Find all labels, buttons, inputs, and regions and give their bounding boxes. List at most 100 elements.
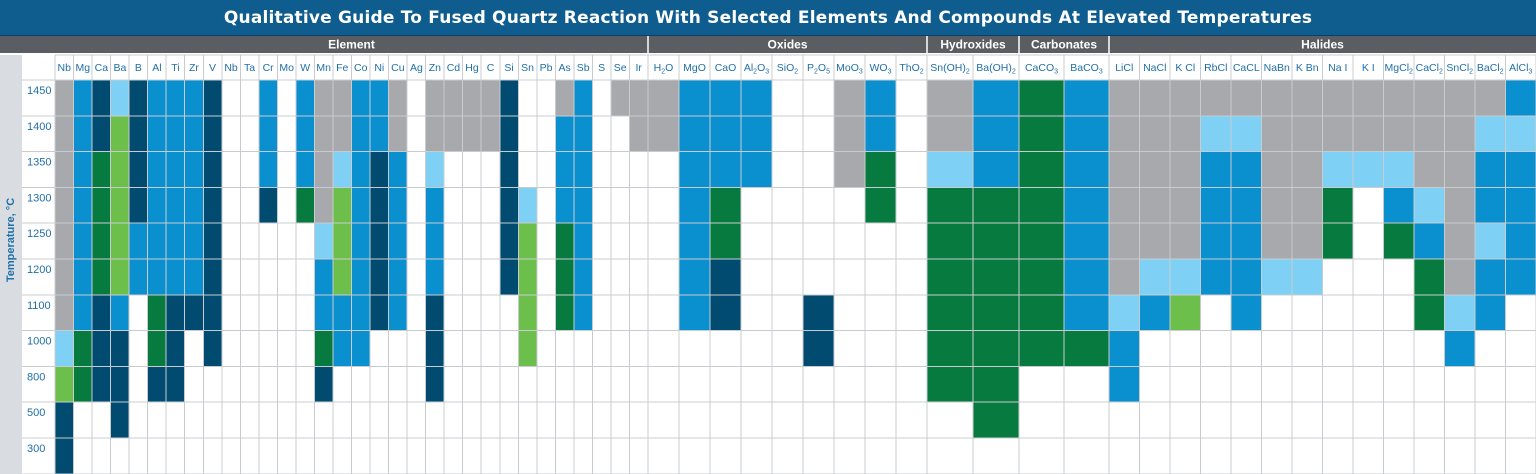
- cell-1100-C: [481, 294, 500, 331]
- cell-1250-Ca: [92, 223, 111, 259]
- cell-300-Ni: [370, 438, 389, 474]
- cell-1450-K Cl: [1170, 80, 1201, 116]
- group-header-corner: [0, 36, 55, 53]
- cell-500-CaO: [710, 402, 741, 438]
- cell-1450-NaCl: [1139, 80, 1170, 116]
- cell-300-K Bn: [1292, 438, 1323, 474]
- cell-1450-Cd: [444, 80, 463, 116]
- cell-500-K I: [1353, 402, 1384, 438]
- cell-800-CaCO3: [1019, 366, 1064, 403]
- cell-1100-Si: [499, 294, 519, 331]
- cell-1250-Nb: [221, 223, 241, 259]
- cell-500-LiCl: [1109, 402, 1140, 438]
- cell-1250-Al: [147, 223, 167, 259]
- cell-1200-NaCl: [1139, 259, 1170, 295]
- cell-1100-Pb: [536, 294, 556, 331]
- cell-500-NaCl: [1139, 402, 1170, 438]
- cell-1200-CaCl2: [1414, 259, 1445, 295]
- group-label-element: Element: [328, 38, 375, 52]
- cell-500-Mg: [73, 402, 93, 438]
- cell-800-W: [295, 366, 315, 403]
- cell-1400-ThO2: [896, 115, 927, 152]
- cell-1200-Mn: [314, 259, 333, 295]
- column-label: H2O: [654, 62, 674, 76]
- cell-1200-Ta: [240, 259, 259, 295]
- cell-1350-Co: [351, 151, 371, 188]
- column-label: Ti: [171, 62, 179, 74]
- cell-500-K Cl: [1170, 402, 1201, 438]
- cell-1400-Cu: [388, 115, 408, 152]
- column-label: C: [487, 62, 495, 74]
- column-label: P2O5: [807, 62, 830, 76]
- cell-800-Cr: [258, 366, 278, 403]
- cell-1250-SnCl2: [1444, 223, 1475, 259]
- cell-300-Co: [351, 438, 371, 474]
- cell-1250-Ta: [240, 223, 259, 259]
- cell-500-B: [129, 402, 148, 438]
- cell-1450-CaCl2: [1414, 80, 1445, 116]
- cell-1100-Cu: [388, 294, 408, 331]
- cell-800-Al2O3: [741, 366, 772, 403]
- column-label: Mn: [316, 62, 331, 74]
- cell-1400-Fe: [332, 115, 352, 152]
- cell-1350-V: [203, 151, 222, 188]
- cell-1300-Fe: [332, 187, 352, 224]
- cell-1300-Mn: [314, 187, 333, 224]
- cell-1200-Fe: [332, 259, 352, 295]
- cell-1400-Hg: [462, 115, 482, 152]
- cell-1000-AlCl3: [1505, 330, 1536, 367]
- cell-1400-Ba: [110, 115, 130, 152]
- cell-500-V: [203, 402, 222, 438]
- cell-1200-RbCl: [1200, 259, 1231, 295]
- cell-1250-Mg: [73, 223, 93, 259]
- cell-500-Ba: [110, 402, 130, 438]
- cell-1300-WO3: [865, 187, 896, 224]
- cell-300-CaCL: [1231, 438, 1262, 474]
- cell-1350-S: [592, 151, 611, 188]
- cell-800-Ba(OH)2: [973, 366, 1019, 403]
- cell-800-Ba: [110, 366, 130, 403]
- cell-1350-MoO3: [834, 151, 865, 188]
- cell-1200-Mo: [277, 259, 296, 295]
- column-label: As: [558, 62, 570, 74]
- cell-1200-As: [555, 259, 574, 295]
- cell-1100-Mg: [73, 294, 93, 331]
- column-label: CaCl2: [1416, 62, 1443, 76]
- cell-1350-Sn: [518, 151, 537, 188]
- cell-1450-Nb: [55, 80, 74, 116]
- column-label: B: [135, 62, 142, 74]
- cell-1350-Cr: [258, 151, 278, 188]
- cell-1100-V: [203, 294, 222, 331]
- group-header-element: [55, 36, 648, 53]
- cell-1300-CaCl2: [1414, 187, 1445, 224]
- cell-300-Sn(OH)2: [927, 438, 973, 474]
- cell-1250-Co: [351, 223, 371, 259]
- column-label: LiCl: [1115, 62, 1133, 74]
- cell-1350-Ta: [240, 151, 259, 188]
- cell-500-Mn: [314, 402, 333, 438]
- cell-1300-Na I: [1322, 187, 1353, 224]
- cell-1200-Zr: [184, 259, 204, 295]
- cell-500-Hg: [462, 402, 482, 438]
- cell-500-P2O5: [803, 402, 834, 438]
- cell-300-Hg: [462, 438, 482, 474]
- cell-1100-Ag: [407, 294, 426, 331]
- cell-300-Nb: [221, 438, 241, 474]
- chart-title: Qualitative Guide To Fused Quartz Reacti…: [223, 7, 1313, 28]
- cell-1000-Se: [610, 330, 630, 367]
- cell-1400-CaO: [710, 115, 741, 152]
- cell-1450-W: [295, 80, 315, 116]
- cell-1450-Sn(OH)2: [927, 80, 973, 116]
- cell-1250-WO3: [865, 223, 896, 259]
- row-label-500: 500: [27, 407, 45, 419]
- cell-1200-K Bn: [1292, 259, 1323, 295]
- cell-1300-Cu: [388, 187, 408, 224]
- cell-1350-Pb: [536, 151, 556, 188]
- cell-800-S: [592, 366, 611, 403]
- cell-1200-Pb: [536, 259, 556, 295]
- row-label-300: 300: [27, 443, 45, 455]
- cell-1100-Zn: [425, 294, 445, 331]
- column-label: MgCl2: [1385, 62, 1414, 76]
- cell-1300-Zr: [184, 187, 204, 224]
- cell-1200-W: [295, 259, 315, 295]
